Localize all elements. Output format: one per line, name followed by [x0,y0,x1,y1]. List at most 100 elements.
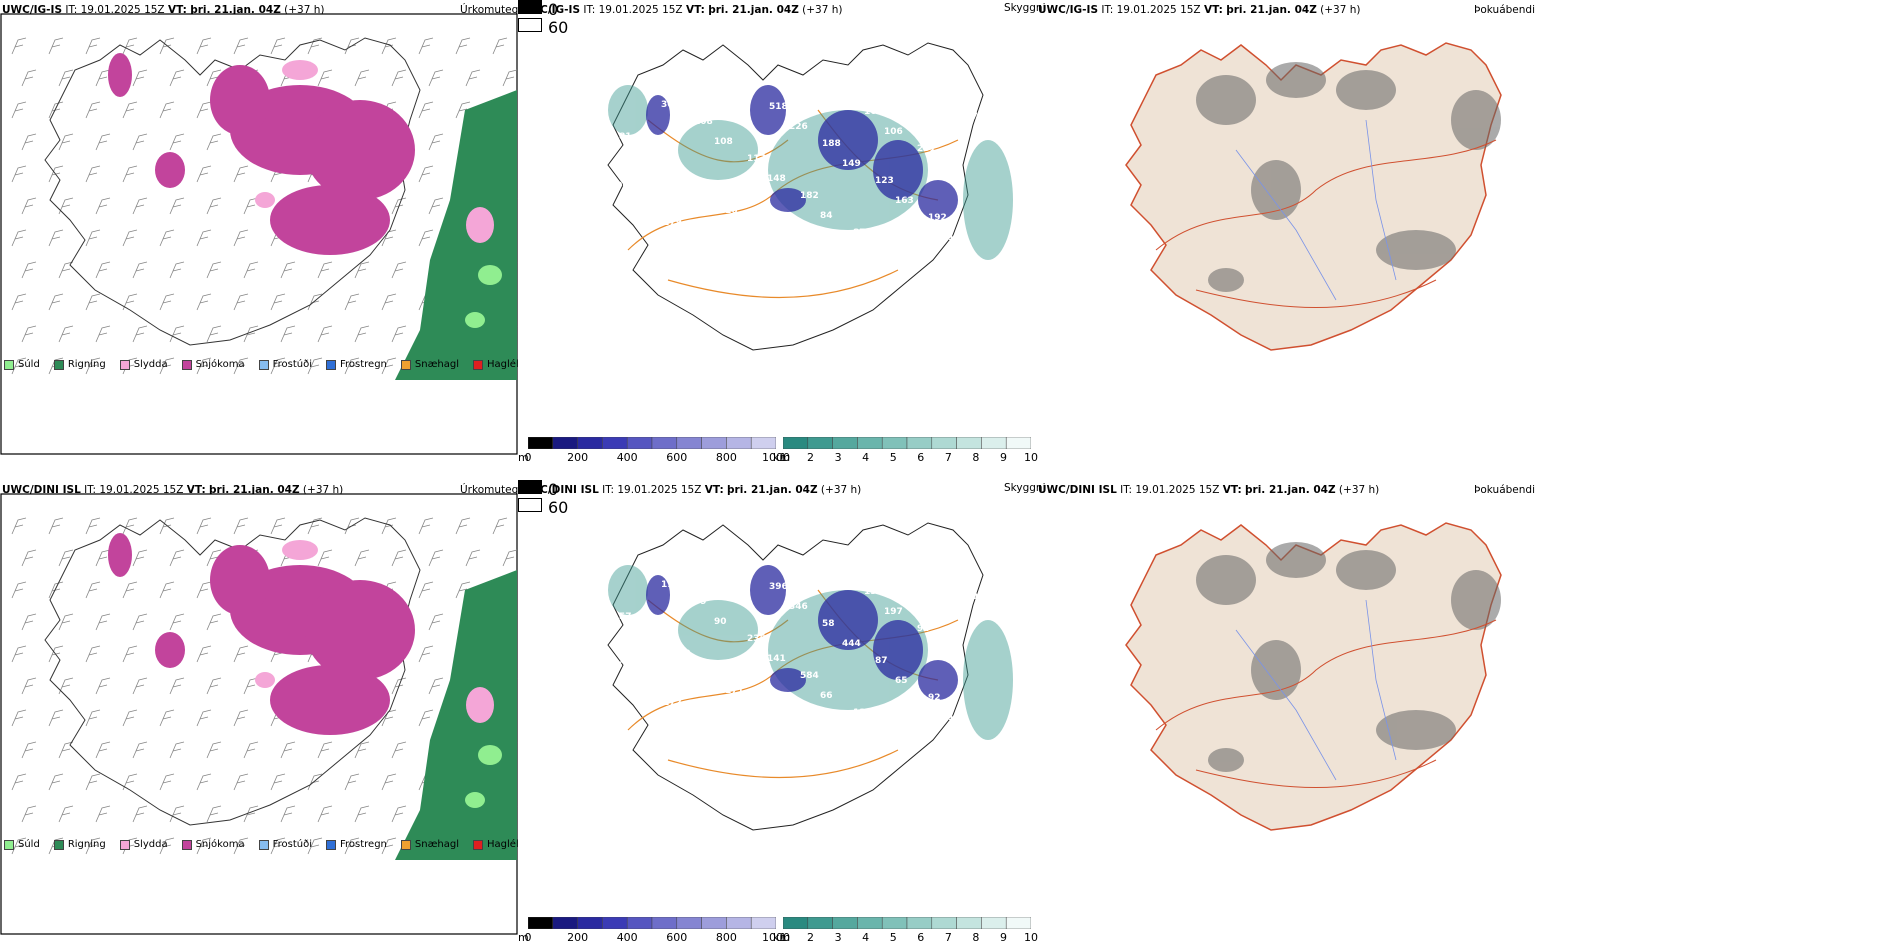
value-label: 141 [641,80,660,90]
bw-swatch [518,480,542,494]
legend-swatch [4,359,14,370]
value-label: 110 [661,580,680,590]
legend-label: Súld [18,839,40,850]
colorbar-segment [981,917,1007,929]
colorbar-tick: 200 [567,931,589,944]
colorbar-segment [832,437,858,449]
legend-item: Snæhagl [400,359,459,370]
it-value: 19.01.2025 15Z [617,484,702,496]
value-label: 203 [937,164,956,174]
legend-item: Frostregn [326,839,387,850]
colorbar-tick: 10 [1024,451,1038,464]
colorbar-tick: 9 [999,931,1007,944]
legend-label: Súld [18,359,40,370]
value-label: 166 [864,107,883,117]
legend-swatch [326,839,336,850]
colorbar-tick: 600 [666,451,688,464]
value-label: 87 [875,656,888,666]
legend-swatch [53,359,64,370]
precip-map [0,493,518,935]
value-label: 444 [842,639,861,649]
colorbar-segment [807,437,833,449]
value-label: 163 [895,196,914,206]
colorbar-tick: 4 [862,451,870,464]
colorbar-segment [577,917,603,929]
legend-swatch [473,359,484,370]
vt-value: þri. 21.jan. 04Z [1226,4,1317,16]
value-label: 106 [884,127,903,137]
model-name: UWC/IG-IS [2,4,63,16]
value-label: 197 [884,607,903,617]
colorbar-segment [676,437,702,449]
row2-fog-header: UWC/DINI ISL IT: 19.01.2025 15Z VT: þri.… [1038,484,1379,496]
value-label: 182 [800,191,819,201]
vt-value: þri. 21.jan. 04Z [727,484,818,496]
row2-precip-panel: UWC/DINI ISL IT: 19.01.2025 15Z VT: þri.… [0,480,538,950]
colorbar-segment [981,437,1007,449]
cloud-map: 97 110 90 141 66 85 92 57 119 171 250 279 197 142 126 1… [607,522,1013,831]
legend-item: Snjókoma [181,359,245,370]
value-label: 105 [948,713,967,723]
vt-label: VT: [685,4,705,16]
legend-label: Rigning [67,839,106,850]
lead-time: (+37 h) [802,4,843,16]
value-label: 123 [875,176,894,186]
colorbar-segment [602,917,628,929]
vt-value: þri. 21.jan. 04Z [209,484,300,496]
vt-label: VT: [167,4,187,16]
colorbar-segment [857,437,883,449]
row1-precip-panel: UWC/IG-IS IT: 19.01.2025 15Z VT: þri. 21… [0,0,538,470]
colorbar-segment [1005,917,1031,929]
colorbar-segment [807,917,833,929]
value-label: 84 [820,211,833,221]
colorbar-segment [956,917,982,929]
colorbar-segment [528,917,554,929]
row1-precip-header: UWC/IG-IS IT: 19.01.2025 15Z VT: þri. 21… [2,4,325,16]
fog-map [1125,522,1502,831]
value-label: 251 [917,144,936,154]
value-label: 108 [694,117,713,127]
value-label: 242 [906,555,925,565]
row2-precip-header: UWC/DINI ISL IT: 19.01.2025 15Z VT: þri.… [2,484,343,496]
legend-label: Frostúði [272,839,312,850]
legend-label: Snæhagl [414,839,460,850]
value-label: 164 [652,629,671,639]
legend-swatch [119,839,130,850]
legend-swatch [473,839,484,850]
value-label: 85 [873,728,886,738]
vt-value: þri. 21.jan. 04Z [190,4,281,16]
lead-time: (+37 h) [1338,484,1380,496]
value-label: 205 [758,223,777,233]
bw-swatch [518,498,542,512]
colorbar-unit: m [518,931,529,944]
legend-label: Snjókoma [195,839,245,850]
colorbar-segment [701,917,727,929]
bw-swatch [518,0,542,14]
legend-item: Slydda [119,359,168,370]
legend-swatch [119,359,130,370]
colorbar-tick: 600 [666,931,688,944]
colorbar-tick: 800 [715,931,737,944]
value-label: 60 [873,248,886,258]
bw-label: 60 [548,498,569,517]
colorbar-segment [906,917,933,929]
value-label: 584 [800,671,819,681]
vt-label: VT: [1222,484,1242,496]
colorbar-strip [528,437,776,449]
colorbar-segment [701,437,727,449]
it-value: 19.01.2025 15Z [1116,4,1201,16]
value-label: 65 [610,661,623,671]
value-label: 241 [705,186,724,196]
value-label: 117 [948,233,967,243]
colorbar-tick: 1000 [762,451,790,464]
vt-label: VT: [704,484,724,496]
value-label: 518 [769,102,788,112]
colorbar-segment [750,437,776,449]
value-label: 219 [736,565,755,575]
colorbar-strip [783,917,1031,929]
value-label: 97 [926,95,939,105]
colorbar-segment [626,437,653,449]
value-label: 346 [789,602,808,612]
colorbar-tick: 4 [862,931,870,944]
value-label: 279 [831,570,850,580]
